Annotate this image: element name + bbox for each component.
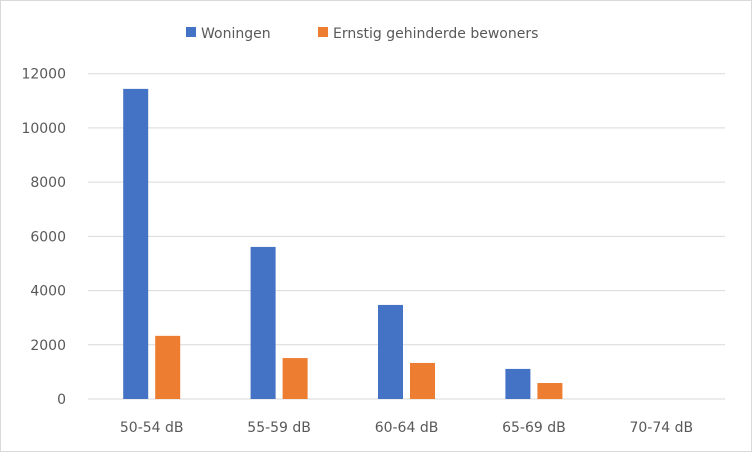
x-tick-label: 70-74 dB: [629, 420, 693, 436]
bar-woningen-2: [378, 304, 403, 399]
bar-ernstig-gehinderde-1: [282, 358, 308, 399]
x-tick-label: 60-64 dB: [375, 420, 439, 436]
y-tick-label: 2000: [30, 338, 66, 354]
legend-label-0: Woningen: [201, 26, 271, 42]
legend-swatch-0: [186, 27, 196, 37]
legend-label-1: Ernstig gehinderde bewoners: [333, 26, 538, 42]
bar-woningen-0: [123, 88, 149, 399]
y-tick-label: 8000: [30, 175, 66, 191]
bar-ernstig-gehinderde-0: [155, 335, 181, 399]
bar-ernstig-gehinderde-2: [410, 362, 435, 399]
y-tick-label: 12000: [21, 67, 66, 83]
legend-swatch-1: [318, 27, 328, 37]
y-tick-label: 10000: [21, 121, 66, 137]
bar-ernstig-gehinderde-3: [537, 383, 563, 399]
bar-woningen-1: [250, 246, 276, 399]
bar-woningen-3: [505, 368, 531, 399]
y-tick-label: 0: [57, 392, 66, 408]
x-tick-label: 55-59 dB: [247, 420, 311, 436]
y-tick-label: 6000: [30, 229, 66, 245]
x-tick-label: 50-54 dB: [120, 420, 184, 436]
x-tick-label: 65-69 dB: [502, 420, 566, 436]
y-tick-label: 4000: [30, 284, 66, 300]
